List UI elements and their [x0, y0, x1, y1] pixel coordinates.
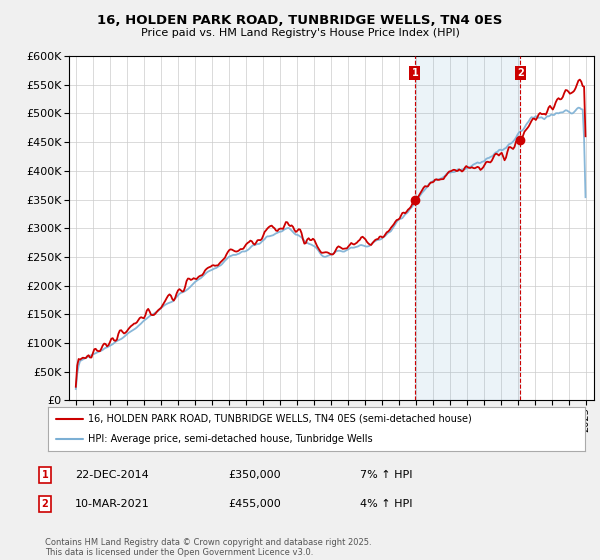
Text: 1: 1 [41, 470, 49, 480]
Text: 2: 2 [41, 499, 49, 509]
Text: 1: 1 [412, 68, 418, 78]
Text: 4% ↑ HPI: 4% ↑ HPI [360, 499, 413, 509]
Text: 10-MAR-2021: 10-MAR-2021 [75, 499, 150, 509]
Text: 2: 2 [517, 68, 524, 78]
Text: 22-DEC-2014: 22-DEC-2014 [75, 470, 149, 480]
Text: £350,000: £350,000 [228, 470, 281, 480]
Text: 16, HOLDEN PARK ROAD, TUNBRIDGE WELLS, TN4 0ES: 16, HOLDEN PARK ROAD, TUNBRIDGE WELLS, T… [97, 14, 503, 27]
Text: HPI: Average price, semi-detached house, Tunbridge Wells: HPI: Average price, semi-detached house,… [88, 434, 373, 444]
Text: 7% ↑ HPI: 7% ↑ HPI [360, 470, 413, 480]
Text: £455,000: £455,000 [228, 499, 281, 509]
Bar [415, 56, 520, 400]
Text: Contains HM Land Registry data © Crown copyright and database right 2025.
This d: Contains HM Land Registry data © Crown c… [45, 538, 371, 557]
Text: Price paid vs. HM Land Registry's House Price Index (HPI): Price paid vs. HM Land Registry's House … [140, 28, 460, 38]
Text: 16, HOLDEN PARK ROAD, TUNBRIDGE WELLS, TN4 0ES (semi-detached house): 16, HOLDEN PARK ROAD, TUNBRIDGE WELLS, T… [88, 414, 472, 424]
